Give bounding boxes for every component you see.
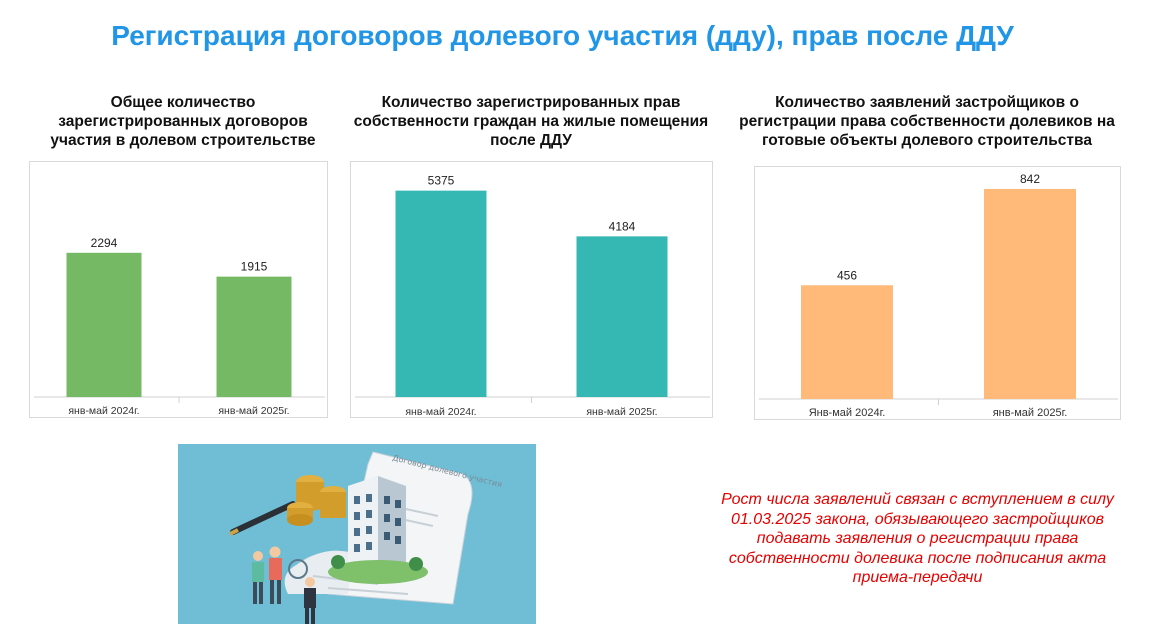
chart-bar [216,276,292,397]
building-icon [328,476,428,584]
x-tick-label: Янв-май 2024г. [809,407,886,419]
chart-bar [66,252,142,397]
bar-value-label: 4184 [609,219,636,233]
chart-3-container: 456 Янв-май 2024г. 842 янв-май 2025г. [754,166,1121,420]
growth-explanation-note: Рост числа заявлений связан с вступление… [721,491,1114,586]
coins-icon [287,475,346,526]
chart-bar [576,236,668,397]
chart-bar [801,285,893,399]
chart-bar [395,190,487,397]
people-icon [252,546,316,624]
x-tick-label: янв-май 2025г. [586,406,657,418]
chart-3-svg: 456 Янв-май 2024г. 842 янв-май 2025г. [759,172,1118,419]
chart-1-container: 2294 янв-май 2024г. 1915 янв-май 2025г. [29,161,328,418]
x-tick-label: янв-май 2025г. [218,405,289,417]
bar-value-label: 456 [837,268,857,282]
chart-1-svg: 2294 янв-май 2024г. 1915 янв-май 2025г. [34,236,325,417]
chart-2-container: 5375 янв-май 2024г. 4184 янв-май 2025г. [350,161,713,418]
pen-icon [229,501,296,536]
bar-value-label: 1915 [241,260,268,274]
chart-2-svg: 5375 янв-май 2024г. 4184 янв-май 2025г. [355,174,710,418]
page-title: Регистрация договоров долевого участия (… [111,20,1014,51]
chart-bar [984,188,1076,399]
x-tick-label: янв-май 2024г. [405,406,476,418]
chart-2-title: Количество зарегистрированных прав собст… [353,94,709,149]
chart-3-title: Количество заявлений застройщиков о реги… [739,94,1115,149]
x-tick-label: янв-май 2025г. [993,407,1068,419]
x-tick-label: янв-май 2024г. [68,405,139,417]
bar-value-label: 2294 [91,236,118,250]
bar-value-label: 5375 [428,174,455,188]
chart-1-title: Общее количество зарегистрированных дого… [50,94,316,149]
contract-illustration: Договор долевого участия [178,444,536,624]
bar-value-label: 842 [1020,172,1040,186]
contract-illustration-svg: Договор долевого участия [178,444,536,624]
